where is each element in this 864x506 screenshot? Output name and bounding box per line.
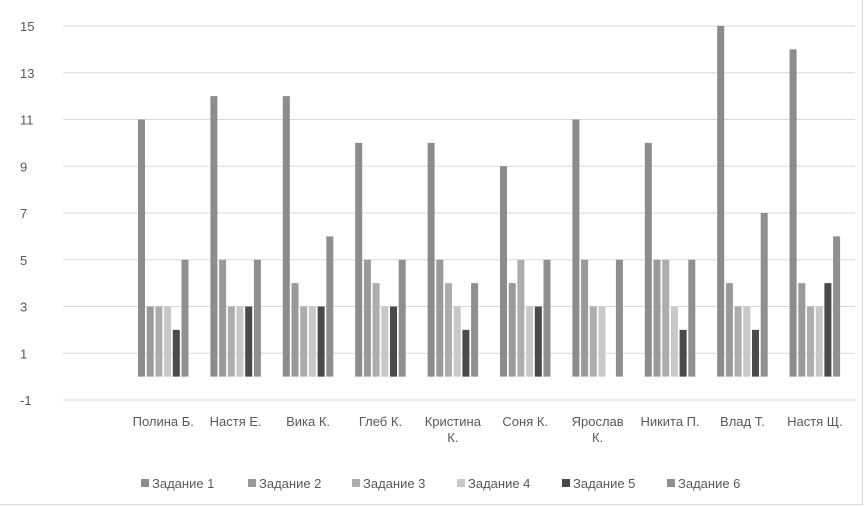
legend-label: Задание 1 xyxy=(152,476,214,491)
legend-swatch xyxy=(141,479,149,487)
bar xyxy=(291,283,299,377)
bar xyxy=(146,306,154,377)
y-tick-label: -1 xyxy=(20,393,32,408)
legend-swatch xyxy=(457,479,465,487)
bar xyxy=(572,119,580,377)
y-tick-label: 13 xyxy=(20,66,34,81)
bar xyxy=(181,259,189,377)
legend: Задание 1 Задание 2 Задание 3 Задание 4 Зада… xyxy=(141,476,740,491)
category-label: Вика К. xyxy=(286,414,330,429)
bar xyxy=(644,142,652,377)
bar xyxy=(734,306,742,377)
bar xyxy=(355,142,363,377)
bar xyxy=(598,306,606,377)
bar xyxy=(752,329,759,377)
legend-label: Задание 5 xyxy=(573,476,635,491)
bars xyxy=(138,26,841,377)
bar xyxy=(155,306,163,377)
bar xyxy=(526,306,534,377)
bar xyxy=(445,283,452,377)
bar xyxy=(398,259,406,377)
bar xyxy=(219,259,227,377)
category-label: Соня К. xyxy=(502,414,548,429)
bar xyxy=(815,306,823,377)
bar xyxy=(282,96,290,377)
bar xyxy=(615,259,623,377)
bar xyxy=(534,306,542,377)
bar xyxy=(581,259,589,377)
bar xyxy=(436,259,444,377)
category-label: К. xyxy=(447,430,458,445)
bar xyxy=(833,236,841,377)
bar xyxy=(381,306,389,377)
legend-swatch xyxy=(667,479,675,487)
y-tick-label: 11 xyxy=(20,113,34,128)
bar xyxy=(308,306,316,377)
y-tick-label: 1 xyxy=(20,346,27,361)
x-axis: Полина Б. Настя Е. Вика К. Глеб К. КристинаК… xyxy=(133,414,843,445)
category-label: Влад Т. xyxy=(720,414,765,429)
category-label: Кристина xyxy=(425,414,482,429)
bar xyxy=(227,306,235,377)
y-tick-label: 15 xyxy=(20,19,34,34)
bar xyxy=(390,306,397,377)
bar xyxy=(688,259,696,377)
bar xyxy=(245,306,253,377)
bar xyxy=(164,306,172,377)
category-label: К. xyxy=(592,430,603,445)
category-label: Глеб К. xyxy=(359,414,402,429)
bar xyxy=(453,306,461,377)
bar xyxy=(789,49,797,377)
bar xyxy=(798,283,806,377)
bar xyxy=(679,329,687,377)
bar xyxy=(210,96,218,377)
bar xyxy=(517,259,525,377)
bar xyxy=(372,283,380,377)
category-label: Настя Щ. xyxy=(787,414,843,429)
bar xyxy=(500,166,507,377)
legend-swatch xyxy=(248,479,256,487)
legend-label: Задание 3 xyxy=(363,476,425,491)
bar xyxy=(543,259,551,377)
bar xyxy=(589,306,597,377)
y-tick-label: 5 xyxy=(20,253,27,268)
legend-swatch xyxy=(352,479,360,487)
bar xyxy=(427,142,435,377)
bar xyxy=(725,283,733,377)
bar xyxy=(326,236,334,377)
bar xyxy=(253,259,261,377)
y-tick-label: 3 xyxy=(20,300,27,315)
bar xyxy=(508,283,516,377)
bar xyxy=(824,283,832,377)
bar xyxy=(236,306,244,377)
bar xyxy=(317,306,325,377)
bar xyxy=(760,213,768,377)
bar xyxy=(653,259,661,377)
bar xyxy=(717,26,725,377)
bar xyxy=(743,306,751,377)
y-tick-label: 9 xyxy=(20,159,27,174)
legend-swatch xyxy=(562,479,570,487)
bar xyxy=(138,119,145,377)
bar xyxy=(363,259,371,377)
bar xyxy=(462,329,470,377)
bar xyxy=(471,283,479,377)
category-label: Настя Е. xyxy=(210,414,262,429)
bar xyxy=(300,306,308,377)
bar xyxy=(670,306,678,377)
category-label: Ярослав xyxy=(572,414,624,429)
bar xyxy=(662,259,670,377)
bar xyxy=(807,306,814,377)
bar xyxy=(172,329,180,377)
legend-label: Задание 4 xyxy=(468,476,530,491)
legend-label: Задание 6 xyxy=(678,476,740,491)
legend-label: Задание 2 xyxy=(259,476,321,491)
category-label: Полина Б. xyxy=(133,414,194,429)
y-tick-label: 7 xyxy=(20,206,27,221)
category-label: Никита П. xyxy=(640,414,699,429)
